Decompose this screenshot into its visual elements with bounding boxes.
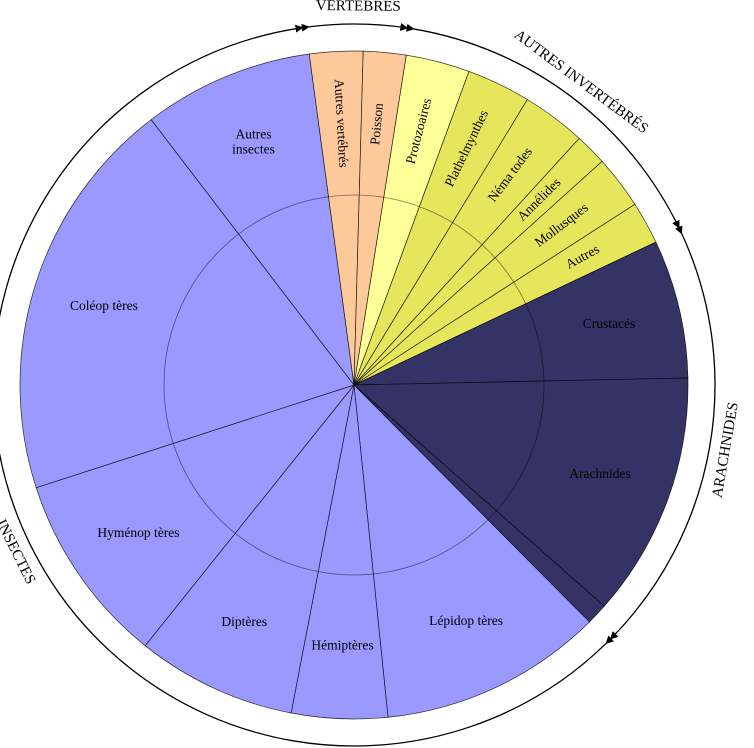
group-arc-vertebres <box>301 22 409 32</box>
slice-hymenopteres <box>35 384 356 647</box>
slice-label-hymenopteres: Hyménop tères <box>97 525 179 540</box>
slice-label-autres-insectes: Autres insectes <box>232 127 275 157</box>
svg-text:Crustacés: Crustacés <box>583 316 635 331</box>
group-label-vertebres: VERTÉBRÉS <box>316 0 401 15</box>
group-arc-insectes <box>0 24 614 747</box>
slice-label-lepidopteres: Lépidop tères <box>429 613 503 628</box>
group-label-arachnides: ARACHNIDES <box>710 401 742 499</box>
svg-text:Lépidop tères: Lépidop tères <box>429 613 503 628</box>
slice-label-hemipteres: Hémiptères <box>311 638 373 653</box>
group-label-insectes: INSECTES <box>0 517 38 587</box>
group-arc-arachnides <box>609 225 716 640</box>
slice-label-coleopteres: Coléop tères <box>70 298 138 313</box>
svg-text:Hémiptères: Hémiptères <box>311 638 373 653</box>
svg-text:Diptères: Diptères <box>221 614 267 629</box>
svg-text:Arachnides: Arachnides <box>569 466 630 481</box>
svg-text:Hyménop tères: Hyménop tères <box>97 525 179 540</box>
slice-label-crustaces: Crustacés <box>583 316 635 331</box>
slice-label-dipteres: Diptères <box>221 614 267 629</box>
slice-coleopteres <box>19 119 355 489</box>
slice-label-arachnides: Arachnides <box>569 466 630 481</box>
svg-text:Coléop tères: Coléop tères <box>70 298 138 313</box>
